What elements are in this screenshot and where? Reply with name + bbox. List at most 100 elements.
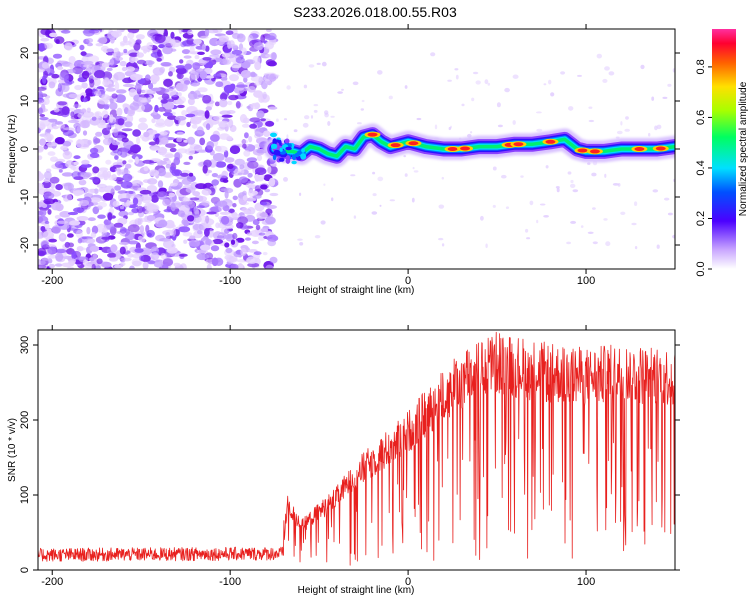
heatmap-cell xyxy=(430,52,436,57)
heatmap-cell xyxy=(38,172,45,182)
heatmap-cell xyxy=(331,197,334,202)
heatmap-cell xyxy=(175,67,187,75)
heatmap-cell xyxy=(190,116,202,125)
heatmap-cell xyxy=(56,220,69,224)
heatmap-cell xyxy=(79,199,90,207)
heatmap-cell xyxy=(213,73,222,79)
heatmap-cell xyxy=(255,167,267,175)
heatmap-cell xyxy=(157,49,162,57)
heatmap-cell xyxy=(102,227,108,234)
heatmap-cell xyxy=(45,128,52,133)
heatmap-cell xyxy=(137,235,143,241)
heatmap-cell xyxy=(72,104,82,108)
heatmap-cell xyxy=(337,91,343,94)
heatmap-cell xyxy=(38,148,44,153)
heatmap-cell xyxy=(225,247,233,254)
heatmap-cell xyxy=(73,207,85,213)
heatmap-cell xyxy=(82,64,93,68)
heatmap-cell xyxy=(40,260,46,266)
heatmap-cell xyxy=(324,112,329,118)
heatmap-cell xyxy=(251,240,259,245)
y-tick-label: 300 xyxy=(19,336,31,354)
heatmap-cell xyxy=(119,226,127,234)
heatmap-cell xyxy=(222,179,229,183)
heatmap-cell xyxy=(101,110,109,119)
heatmap-cell xyxy=(264,188,271,193)
heatmap-cell xyxy=(560,71,566,75)
heatmap-cell xyxy=(148,169,160,177)
heatmap-cell xyxy=(604,173,607,178)
ridge-onset-cell xyxy=(273,149,281,156)
heatmap-cell xyxy=(57,82,63,92)
heatmap-cell xyxy=(198,215,211,224)
heatmap-cell xyxy=(620,211,626,215)
heatmap-cell xyxy=(492,204,496,208)
heatmap-cell xyxy=(109,166,117,173)
heatmap-cell xyxy=(63,182,74,191)
heatmap-cell xyxy=(271,163,277,167)
colorbar-gradient xyxy=(712,29,736,269)
heatmap-cell xyxy=(50,201,62,211)
heatmap-cell xyxy=(90,232,97,238)
heatmap-cell xyxy=(227,100,233,106)
heatmap-cell xyxy=(193,206,199,215)
heatmap-cell xyxy=(269,192,279,197)
heatmap-cell xyxy=(186,121,191,128)
x-tick-label: 100 xyxy=(577,576,595,588)
heatmap-cell xyxy=(151,87,162,92)
heatmap-cell xyxy=(587,162,591,165)
heatmap-cell xyxy=(350,174,356,177)
heatmap-cell xyxy=(169,147,177,153)
heatmap-cell xyxy=(181,110,188,116)
heatmap-cell xyxy=(353,215,357,219)
colorbar-tick-label: 0.4 xyxy=(695,160,707,175)
heatmap-cell xyxy=(38,231,45,239)
ridge-peak xyxy=(513,142,524,147)
heatmap-cell xyxy=(154,34,166,43)
heatmap-cell xyxy=(303,84,308,89)
heatmap-cell xyxy=(127,32,135,39)
heatmap-cell xyxy=(85,88,93,95)
heatmap-cell xyxy=(94,90,102,96)
heatmap-cell xyxy=(572,189,579,193)
heatmap-cell xyxy=(207,170,213,173)
y-tick-label: 0 xyxy=(19,567,31,573)
heatmap-cell xyxy=(50,181,56,189)
heatmap-cell xyxy=(543,215,549,218)
heatmap-cell xyxy=(566,241,571,245)
heatmap-cell xyxy=(249,117,261,123)
heatmap-cell xyxy=(103,103,110,108)
heatmap-cell xyxy=(67,260,76,265)
heatmap-cell xyxy=(188,239,201,247)
heatmap-cell xyxy=(240,247,247,256)
heatmap-cell xyxy=(183,55,192,59)
heatmap-cell xyxy=(652,189,659,193)
heatmap-cell xyxy=(62,140,72,147)
heatmap-cell xyxy=(441,243,445,247)
heatmap-cell xyxy=(389,199,395,202)
heatmap-cell xyxy=(112,164,123,168)
heatmap-cell xyxy=(178,253,188,257)
heatmap-cell xyxy=(197,87,208,93)
heatmap-cell xyxy=(255,177,264,182)
heatmap-cell xyxy=(109,58,115,66)
heatmap-cell xyxy=(168,192,176,198)
heatmap-cell xyxy=(529,200,534,206)
heatmap-cell xyxy=(265,120,275,127)
ridge-peak xyxy=(408,141,419,146)
heatmap-cell xyxy=(320,220,326,225)
heatmap-cell xyxy=(122,83,135,88)
heatmap-cell xyxy=(200,225,205,230)
ridge-onset-cell xyxy=(272,154,277,161)
heatmap-cell xyxy=(102,138,112,146)
heatmap-cell xyxy=(61,172,74,177)
heatmap-cell xyxy=(94,70,106,79)
heatmap-cell xyxy=(139,225,145,234)
heatmap-cell xyxy=(186,136,196,145)
bottom-x-axis-label: Height of straight line (km) xyxy=(298,585,415,596)
heatmap-cell xyxy=(49,32,58,38)
heatmap-cell xyxy=(199,137,206,146)
heatmap-cell xyxy=(168,71,173,77)
heatmap-cell xyxy=(158,44,166,49)
heatmap-cell xyxy=(59,72,69,81)
